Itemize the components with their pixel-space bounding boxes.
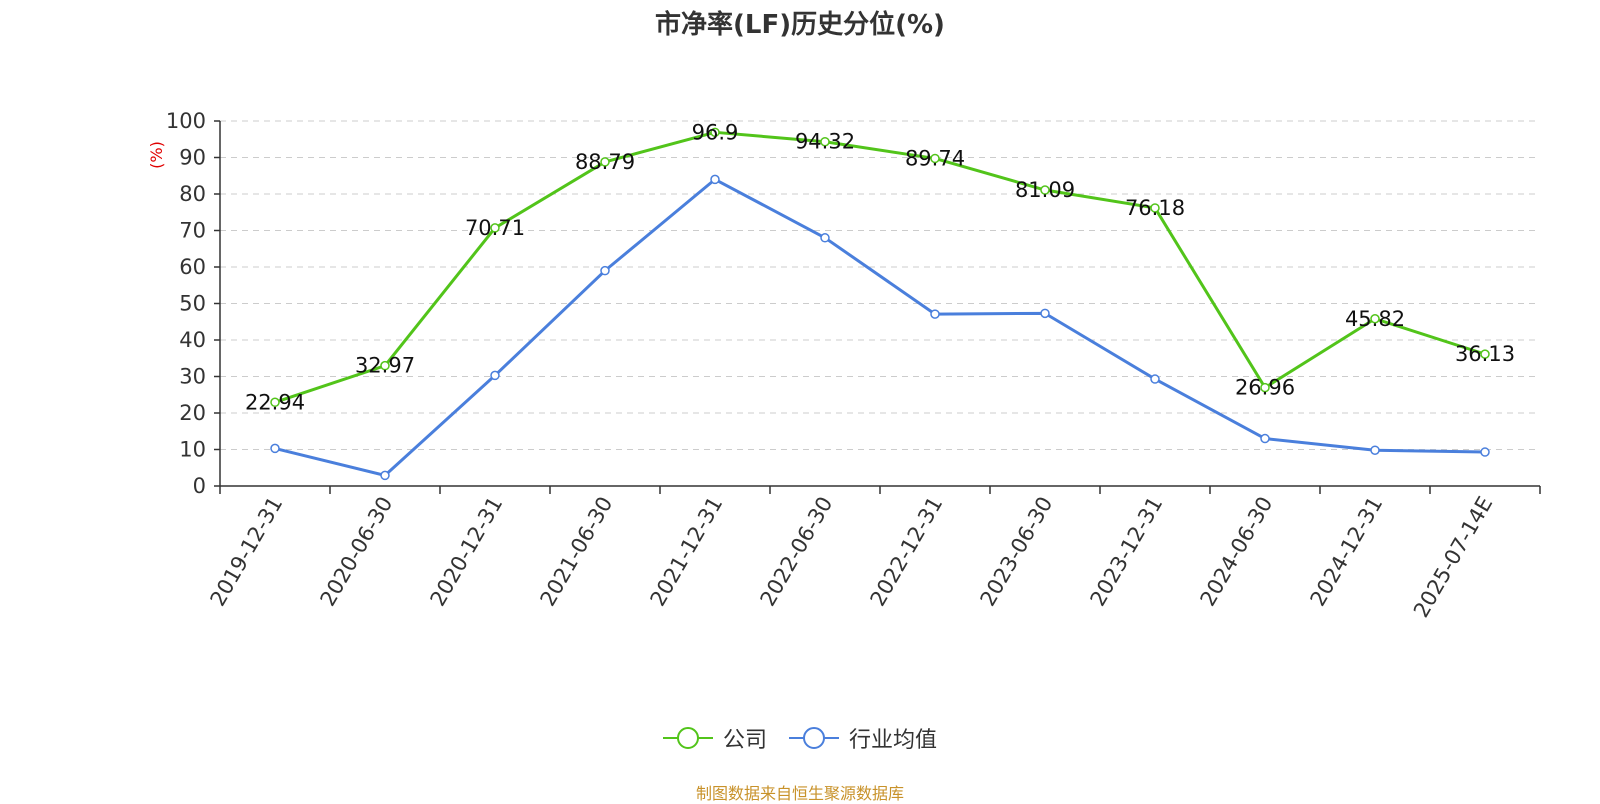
legend-label-company: 公司 xyxy=(722,728,767,753)
legend-item-company[interactable]: 公司 xyxy=(662,722,767,754)
data-point xyxy=(270,443,280,454)
data-label: 36.13 xyxy=(1455,342,1515,366)
legend-line-marker-icon xyxy=(662,726,713,750)
data-point xyxy=(1040,185,1050,195)
x-tick-label: 2024-06-30 xyxy=(1196,493,1278,611)
data-label: 96.9 xyxy=(692,120,739,144)
data-point xyxy=(710,127,720,138)
data-point xyxy=(1150,374,1160,384)
data-point xyxy=(270,397,280,408)
data-point xyxy=(930,309,940,319)
data-point xyxy=(1370,314,1380,324)
y-tick-label: 40 xyxy=(179,328,206,352)
data-label: 45.82 xyxy=(1345,307,1405,331)
data-label: 81.09 xyxy=(1015,178,1075,202)
data-point xyxy=(710,174,720,185)
data-point xyxy=(380,470,390,481)
data-point xyxy=(380,360,390,371)
x-tick-label: 2025-07-14E xyxy=(1409,493,1497,622)
data-point xyxy=(930,153,940,164)
data-label: 70.71 xyxy=(465,216,525,240)
y-tick-label: 10 xyxy=(179,438,206,462)
data-point xyxy=(1150,203,1160,213)
chart-title: 市净率(LF)历史分位(%) xyxy=(655,10,945,40)
x-tick-label: 2020-06-30 xyxy=(316,493,398,611)
y-axis-label: (%) xyxy=(147,141,166,169)
data-label: 94.32 xyxy=(795,130,855,154)
data-point xyxy=(1260,433,1270,444)
y-tick-label: 80 xyxy=(179,182,206,206)
series-line-1 xyxy=(274,177,1486,477)
x-tick-label: 2023-06-30 xyxy=(976,493,1058,611)
legend-item-industry-average[interactable]: 行业均值 xyxy=(789,722,937,754)
data-point xyxy=(490,223,500,233)
data-label: 88.79 xyxy=(575,150,635,174)
y-tick-label: 60 xyxy=(179,255,206,279)
y-tick-label: 20 xyxy=(179,401,206,425)
x-tick-label: 2024-12-31 xyxy=(1306,493,1388,611)
x-tick-label: 2022-06-30 xyxy=(756,493,838,611)
data-source-note: 制图数据来自恒生聚源数据库 xyxy=(695,784,904,803)
legend: 公司 行业均值 xyxy=(0,722,1600,754)
data-point xyxy=(1480,349,1490,359)
legend-label-industry-average: 行业均值 xyxy=(849,728,938,753)
data-point xyxy=(820,233,830,243)
data-point xyxy=(1040,308,1050,319)
data-point xyxy=(1260,382,1270,393)
data-point xyxy=(600,265,610,276)
data-label: 26.96 xyxy=(1235,376,1295,400)
x-tick-label: 2021-12-31 xyxy=(646,493,728,611)
y-tick-label: 70 xyxy=(179,219,206,243)
data-point xyxy=(820,136,830,147)
series-line-0 xyxy=(274,130,1486,404)
y-tick-label: 0 xyxy=(193,474,206,498)
x-tick-label: 2023-12-31 xyxy=(1086,493,1168,611)
x-tick-label: 2022-12-31 xyxy=(866,493,948,611)
x-tick-label: 2019-12-31 xyxy=(206,493,288,611)
data-point xyxy=(1480,447,1490,457)
y-tick-label: 30 xyxy=(179,365,206,389)
data-point xyxy=(1370,445,1380,455)
y-tick-label: 100 xyxy=(166,109,206,133)
y-tick-label: 90 xyxy=(179,146,206,170)
data-label: 22.94 xyxy=(245,390,305,414)
x-tick-label: 2020-12-31 xyxy=(426,493,508,611)
data-label: 76.18 xyxy=(1125,196,1185,220)
x-tick-label: 2021-06-30 xyxy=(536,493,618,611)
data-label: 89.74 xyxy=(905,146,965,170)
data-label: 32.97 xyxy=(355,354,415,378)
data-point xyxy=(600,157,610,167)
data-point xyxy=(490,370,500,381)
legend-line-marker-icon xyxy=(789,726,839,750)
y-tick-label: 50 xyxy=(179,292,206,316)
